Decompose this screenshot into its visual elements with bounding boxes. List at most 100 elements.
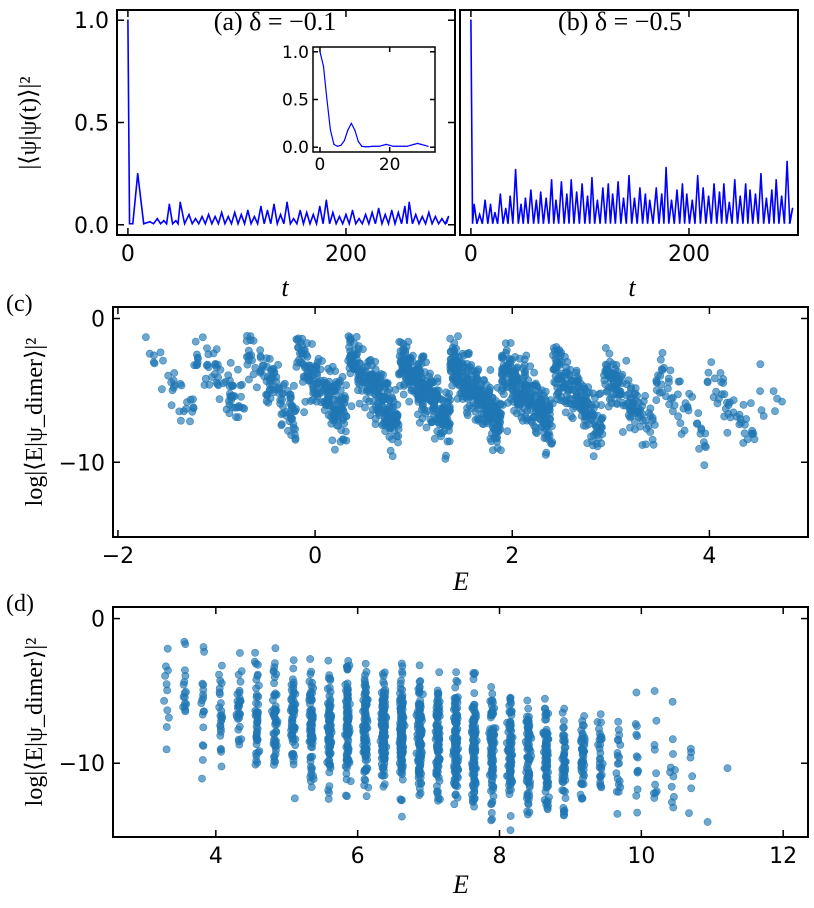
- scatter-point: [397, 676, 405, 685]
- series-point: [617, 181, 619, 183]
- scatter-point: [451, 351, 460, 360]
- scatter-point: [289, 678, 298, 687]
- scatter-point: [354, 386, 362, 395]
- scatter-point: [176, 416, 185, 425]
- scatter-point: [290, 752, 298, 761]
- scatter-point: [503, 427, 512, 435]
- scatter-point: [289, 664, 298, 673]
- series-point: [358, 217, 360, 220]
- scatter-point: [433, 748, 442, 756]
- inset-point: [343, 139, 345, 142]
- scatter-point: [740, 429, 749, 438]
- scatter-point: [486, 366, 495, 374]
- scatter-point: [396, 689, 404, 698]
- inset-point: [378, 145, 380, 147]
- scatter-point: [418, 690, 427, 698]
- scatter-point: [521, 412, 530, 420]
- scatter-point: [283, 386, 292, 395]
- panel-d-points: [160, 637, 732, 835]
- scatter-point: [617, 372, 626, 381]
- scatter-point: [378, 696, 387, 704]
- scatter-point: [450, 699, 459, 708]
- series-point: [434, 215, 437, 218]
- scatter-point: [450, 767, 459, 776]
- scatter-point: [771, 407, 779, 415]
- scatter-point: [717, 390, 726, 399]
- scatter-point: [567, 412, 576, 421]
- scatter-point: [589, 430, 598, 439]
- scatter-point: [662, 392, 670, 401]
- scatter-point: [557, 393, 566, 401]
- scatter-point: [289, 725, 298, 733]
- scatter-point: [582, 401, 591, 410]
- scatter-point: [226, 358, 235, 367]
- scatter-point: [452, 759, 461, 768]
- inset-point: [329, 129, 332, 131]
- series-point: [691, 199, 694, 202]
- scatter-point: [162, 745, 171, 754]
- panel-b-timeseries: (b) δ = −0.5 0 200 t: [459, 7, 799, 302]
- scatter-point: [361, 684, 370, 692]
- scatter-point: [670, 793, 678, 801]
- scatter-point: [289, 689, 298, 698]
- series-point: [665, 166, 667, 169]
- scatter-point: [380, 722, 389, 731]
- series-point: [676, 189, 678, 191]
- inset-axes: 0 20 0.0 0.5 1.0: [282, 43, 435, 175]
- scatter-point: [472, 764, 480, 773]
- inset-point: [427, 145, 429, 147]
- scatter-point: [667, 782, 676, 791]
- scatter-point: [488, 696, 497, 705]
- inset-point: [340, 144, 342, 146]
- scatter-point: [164, 713, 173, 722]
- series-point: [670, 199, 673, 202]
- series-point: [575, 191, 578, 193]
- scatter-point: [622, 356, 631, 365]
- scatter-point: [291, 700, 300, 709]
- scatter-point: [199, 643, 208, 651]
- scatter-point: [642, 440, 650, 449]
- inset-point: [396, 145, 398, 147]
- series-point: [351, 209, 354, 212]
- scatter-point: [448, 381, 457, 390]
- scatter-point: [377, 380, 386, 389]
- scatter-point: [326, 674, 335, 683]
- scatter-point: [309, 771, 317, 780]
- scatter-point: [526, 362, 535, 371]
- scatter-point: [389, 402, 397, 411]
- scatter-point: [577, 411, 586, 420]
- scatter-point: [693, 419, 702, 428]
- scatter-point: [560, 383, 569, 392]
- scatter-point: [290, 794, 299, 803]
- inset-point: [406, 145, 408, 147]
- scatter-point: [631, 389, 640, 398]
- scatter-point: [445, 437, 454, 446]
- x-tick-label: 10: [627, 844, 655, 869]
- scatter-point: [432, 767, 441, 776]
- scatter-point: [649, 440, 658, 449]
- scatter-point: [735, 420, 744, 429]
- scatter-point: [164, 371, 173, 380]
- series-point: [628, 174, 630, 177]
- series-point: [489, 203, 492, 206]
- scatter-point: [373, 399, 382, 407]
- scatter-point: [487, 800, 495, 808]
- scatter-point: [778, 397, 786, 406]
- series-point: [214, 215, 216, 218]
- scatter-point: [545, 419, 554, 428]
- scatter-point: [496, 400, 505, 409]
- scatter-point: [633, 785, 642, 794]
- scatter-point: [634, 409, 643, 417]
- scatter-point: [485, 409, 493, 418]
- panel-b-series: [470, 19, 794, 224]
- series-point: [240, 213, 243, 216]
- scatter-point: [506, 812, 515, 820]
- scatter-point: [159, 356, 167, 365]
- scatter-point: [558, 708, 567, 717]
- scatter-point: [650, 420, 659, 429]
- panel-c-frame: [112, 306, 809, 538]
- scatter-point: [723, 764, 732, 772]
- series-point: [404, 205, 406, 208]
- scatter-point: [468, 798, 477, 806]
- scatter-point: [396, 368, 405, 377]
